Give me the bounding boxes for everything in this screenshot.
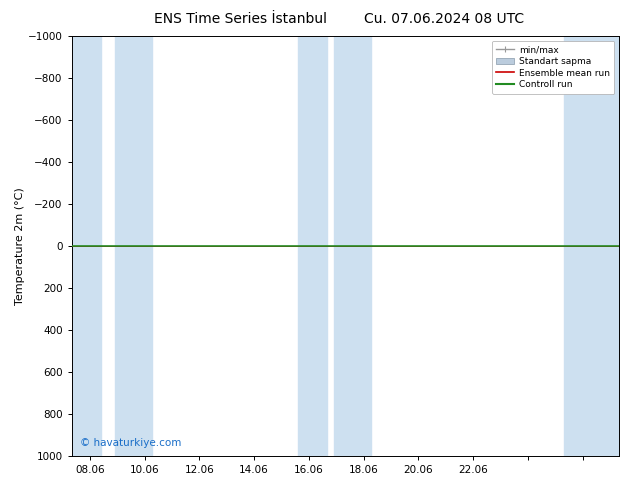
Text: Cu. 07.06.2024 08 UTC: Cu. 07.06.2024 08 UTC [364, 12, 524, 26]
Bar [115, 36, 152, 456]
Bar [72, 36, 101, 456]
Bar [334, 36, 371, 456]
Text: © havaturkiye.com: © havaturkiye.com [80, 438, 181, 447]
Bar [298, 36, 327, 456]
Y-axis label: Temperature 2m (°C): Temperature 2m (°C) [15, 187, 25, 305]
Text: ENS Time Series İstanbul: ENS Time Series İstanbul [155, 12, 327, 26]
Legend: min/max, Standart sapma, Ensemble mean run, Controll run: min/max, Standart sapma, Ensemble mean r… [492, 41, 614, 94]
Bar [564, 36, 619, 456]
